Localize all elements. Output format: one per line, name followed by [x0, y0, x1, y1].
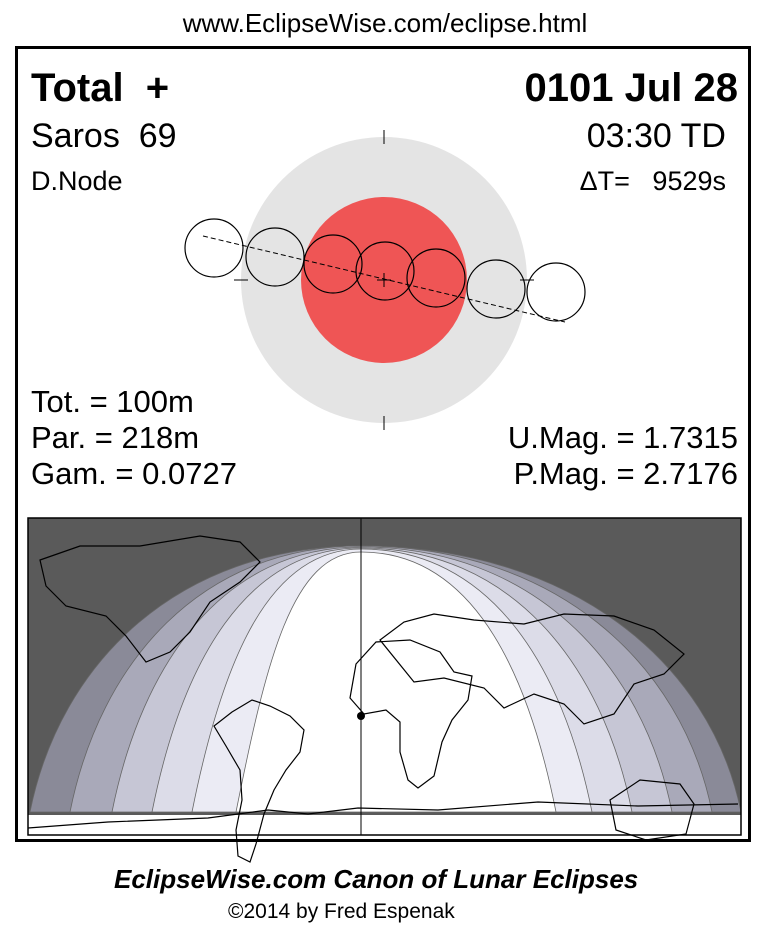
moon-position-2 [245, 227, 305, 287]
moon-position-7 [526, 262, 586, 322]
eclipse-date: 0101 Jul 28 [524, 66, 739, 110]
footer-title: EclipseWise.com Canon of Lunar Eclipses [114, 864, 639, 894]
antarctica-outline [27, 801, 739, 829]
africa-outline [349, 639, 473, 789]
moon-position-6 [466, 259, 526, 319]
moon-position-1 [184, 218, 244, 278]
moon-path [202, 235, 566, 323]
penumbral-magnitude: P.Mag. = 2.7176 [513, 456, 738, 491]
moon-position-4 [355, 241, 415, 301]
subsolar-point [357, 712, 365, 720]
australia-outline [609, 779, 695, 841]
europe-asia-outline [379, 613, 685, 725]
eclipse-time: 03:30 TD [586, 117, 726, 155]
eclipse-type: Total + [31, 66, 170, 110]
delta-t: ΔT= 9529s [579, 166, 726, 196]
center-cross [377, 273, 391, 287]
node: D.Node [31, 166, 123, 196]
saros: Saros 69 [31, 117, 177, 155]
umbral-magnitude: U.Mag. = 1.7315 [507, 420, 738, 455]
url-header: www.EclipseWise.com/eclipse.html [182, 8, 588, 38]
moon-position-5 [406, 248, 466, 308]
copyright: ©2014 by Fred Espenak [228, 900, 455, 923]
north-america-outline [39, 535, 261, 663]
moon-position-3 [303, 234, 363, 294]
antarctic-strip [28, 815, 741, 835]
world-map [27, 517, 742, 863]
eclipse-panel [15, 46, 751, 842]
total-duration: Tot. = 100m [31, 384, 194, 419]
partial-duration: Par. = 218m [31, 420, 200, 455]
gamma: Gam. = 0.0727 [31, 456, 237, 491]
map-border [27, 517, 742, 836]
south-america-outline [213, 699, 305, 863]
